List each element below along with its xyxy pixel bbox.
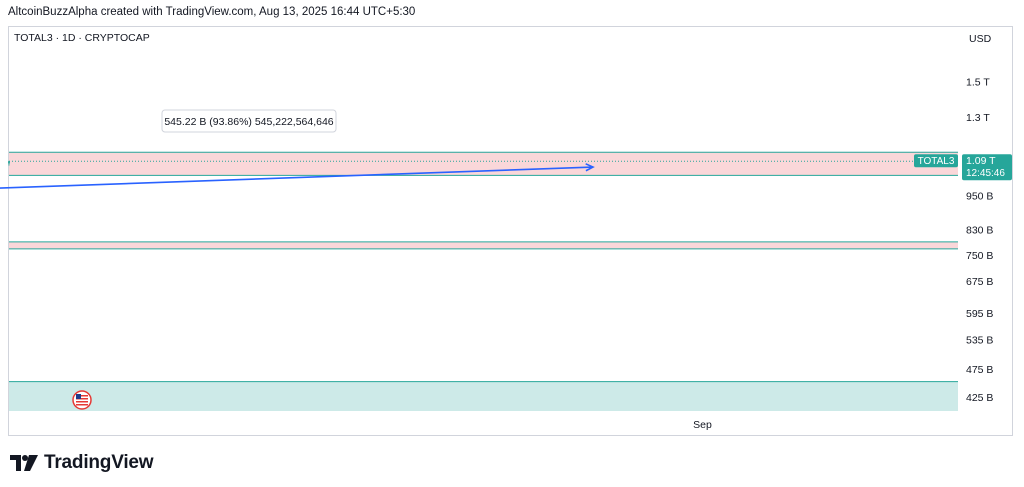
us-flag-event-icon[interactable] [72,390,92,410]
candle[interactable] [8,160,10,166]
current-price-label-group: TOTAL3 1.09 T12:45:46 [914,154,1012,181]
tradingview-logo-icon [10,455,38,471]
x-tick-label: Sep [693,419,712,431]
y-tick-label: 675 B [966,276,993,288]
symbol-tag-text: TOTAL3 [918,156,955,167]
support-zone[interactable] [9,241,958,249]
y-tick-label: 750 B [966,250,993,262]
chart-frame [8,26,1013,436]
y-tick-label: 1.5 T [966,76,990,88]
trend-line-2[interactable] [0,166,594,256]
bar-countdown: 12:45:46 [966,168,1005,179]
current-price-value: 1.09 T [966,155,996,167]
price-axis[interactable]: 1.5 T 1.3 T 950 B 830 B 750 B 675 B 595 B 535 B… [966,76,993,404]
trend-lines[interactable] [0,163,595,289]
y-tick-label: 535 B [966,334,993,346]
y-tick-label: 1.3 T [966,112,990,124]
candle-body [8,161,10,164]
y-tick-label: 425 B [966,392,993,404]
measurement-label: 545.22 B (93.86%) 545,222,564,646 [164,116,333,128]
current-price-tag [962,154,1012,181]
resistance-zone[interactable] [9,152,958,176]
price-zones [9,151,958,411]
tradingview-logo-text: TradingView [44,452,154,473]
time-axis[interactable]: SepOctNovDec2025FebMarAprMayJunJulAugSep [0,419,712,431]
y-tick-label: 950 B [966,191,993,203]
currency-selector[interactable]: USD [969,33,992,45]
y-tick-label: 595 B [966,308,993,320]
tradingview-logo[interactable]: TradingView [10,452,154,474]
measurement-tooltip [161,109,337,133]
trend-arrowhead-2 [585,163,595,172]
y-tick-label: 830 B [966,224,993,236]
y-tick-label: 475 B [966,364,993,376]
symbol-title[interactable]: TOTAL3 · 1D · CRYPTOCAP [14,32,150,44]
event-marker-group[interactable] [72,390,92,410]
chart-attribution-header: AltcoinBuzzAlpha created with TradingVie… [8,6,416,18]
measurement-tool[interactable]: 545.22 B (93.86%) 545,222,564,646 [0,109,337,319]
candlestick-series[interactable] [0,150,10,350]
bottom-zone[interactable] [9,381,958,411]
symbol-price-tag [914,154,958,168]
